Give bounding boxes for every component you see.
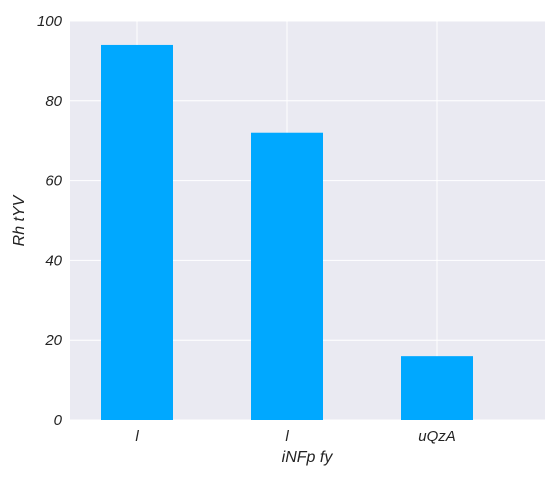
y-tick-label: 20 xyxy=(44,332,62,349)
y-tick-label: 80 xyxy=(45,93,62,110)
bar xyxy=(101,44,173,420)
x-tick-label: uQzA xyxy=(418,428,456,445)
y-tick-label: 40 xyxy=(45,252,62,269)
x-tick-label: l xyxy=(285,428,289,445)
bars xyxy=(101,44,473,420)
x-tick-labels: l l uQzA xyxy=(135,428,455,445)
y-tick-label: 100 xyxy=(37,13,63,30)
x-axis-label: iNFp fy xyxy=(282,449,334,466)
bar xyxy=(401,356,473,420)
y-tick-label: 0 xyxy=(54,412,63,429)
y-axis-label: Rh tYV xyxy=(11,194,28,246)
bar xyxy=(251,132,323,420)
y-tick-label: 60 xyxy=(45,173,62,190)
y-tick-labels: 0 20 40 60 80 100 xyxy=(37,13,63,429)
x-tick-label: l xyxy=(135,428,139,445)
